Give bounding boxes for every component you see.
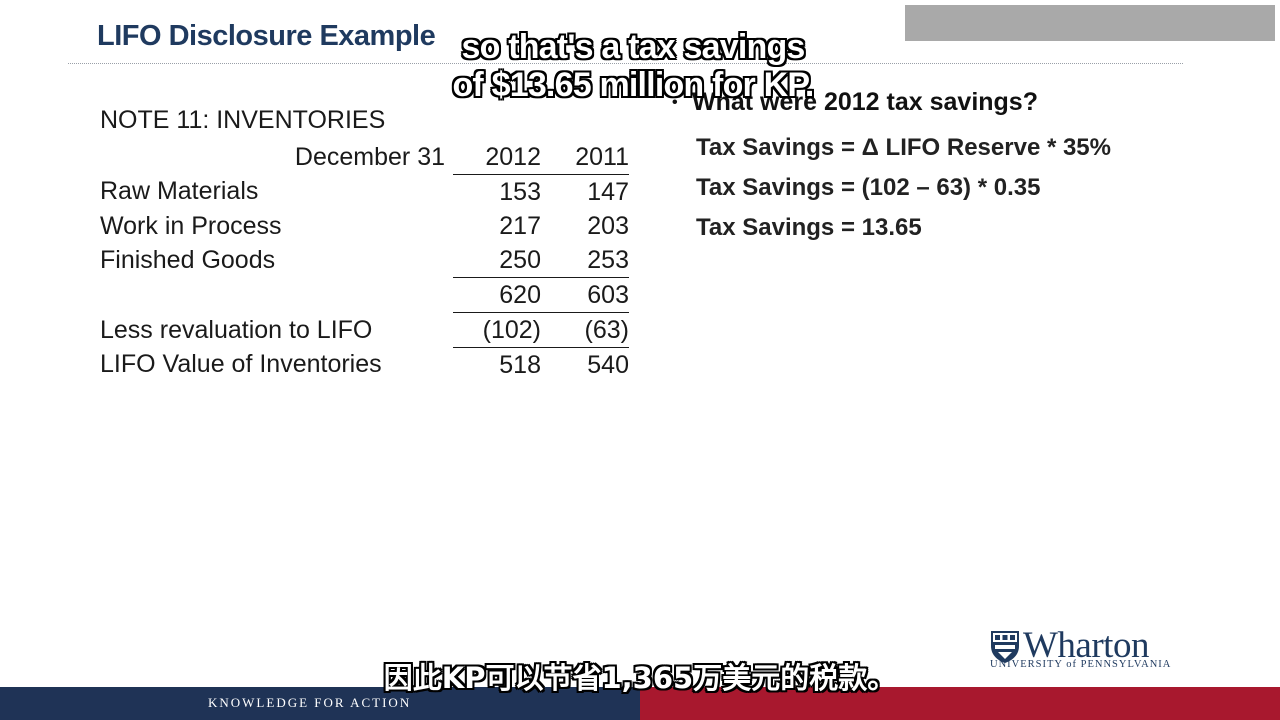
value-2012: 153 <box>499 177 541 206</box>
bullet-dot-icon: • <box>672 94 678 112</box>
shield-icon <box>991 631 1019 663</box>
year-header: 2012 <box>453 140 541 175</box>
logo-wordmark: Wharton <box>1023 625 1149 666</box>
table-row: Raw Materials 153 147 <box>100 175 629 210</box>
value-2012: 518 <box>499 350 541 379</box>
bullet-question: • What were 2012 tax savings? <box>672 88 1038 117</box>
value-2011: 147 <box>587 177 629 206</box>
calc-line-formula: Tax Savings = Δ LIFO Reserve * 35% <box>696 134 1111 161</box>
subtitle-chinese: 因此KP可以节省1,365万美元的税款。 <box>383 661 897 695</box>
inventory-table: December 31 2012 2011 Raw Materials 153 … <box>100 140 629 382</box>
year-header: 2011 <box>541 140 629 175</box>
subtitle-line: so that's a tax savings <box>461 28 805 66</box>
row-label: Less revaluation to LIFO <box>100 315 373 344</box>
watermark-bar <box>905 5 1275 41</box>
note-heading: NOTE 11: INVENTORIES <box>100 106 386 134</box>
calc-line-result: Tax Savings = 13.65 <box>696 214 922 241</box>
calc-line-substitution: Tax Savings = (102 – 63) * 0.35 <box>696 174 1041 201</box>
value-2011: 253 <box>541 243 629 278</box>
value-2011: 540 <box>587 350 629 379</box>
table-row: Less revaluation to LIFO (102) (63) <box>100 312 629 348</box>
slide-title: LIFO Disclosure Example <box>97 20 436 52</box>
table-row: Work in Process 217 203 <box>100 209 629 243</box>
value-2012: 620 <box>453 277 541 313</box>
subtitle-line: of $13.65 million for KP. <box>452 66 814 104</box>
row-label: Work in Process <box>100 211 282 240</box>
question-text: What were 2012 tax savings? <box>692 88 1038 116</box>
footer-navy-band <box>0 687 640 720</box>
table-row: Finished Goods 250 253 <box>100 243 629 278</box>
value-2012: 217 <box>499 211 541 240</box>
row-label: Finished Goods <box>100 245 276 274</box>
footer-red-band <box>640 687 1280 720</box>
footer-tagline: KNOWLEDGE FOR ACTION <box>208 695 412 710</box>
footer-bar: KNOWLEDGE FOR ACTION <box>0 687 1280 720</box>
row-label <box>100 278 453 313</box>
value-2011: 603 <box>541 277 629 313</box>
subtitle-english: so that's a tax savings of $13.65 millio… <box>448 28 818 104</box>
value-2011: 203 <box>587 211 629 240</box>
wharton-logo: Wharton UNIVERSITY of PENNSYLVANIA <box>990 625 1195 674</box>
row-label: LIFO Value of Inventories <box>100 350 382 379</box>
table-header-row: December 31 2012 2011 <box>100 140 629 175</box>
value-2011: (63) <box>541 312 629 348</box>
table-row-total: LIFO Value of Inventories 518 540 <box>100 348 629 383</box>
value-2012: (102) <box>453 312 541 348</box>
title-divider <box>68 63 1183 64</box>
value-2012: 250 <box>453 243 541 278</box>
logo-subtitle: UNIVERSITY of PENNSYLVANIA <box>990 659 1172 670</box>
row-label: Raw Materials <box>100 177 259 206</box>
header-label: December 31 <box>294 142 445 171</box>
table-row-subtotal: 620 603 <box>100 277 629 313</box>
